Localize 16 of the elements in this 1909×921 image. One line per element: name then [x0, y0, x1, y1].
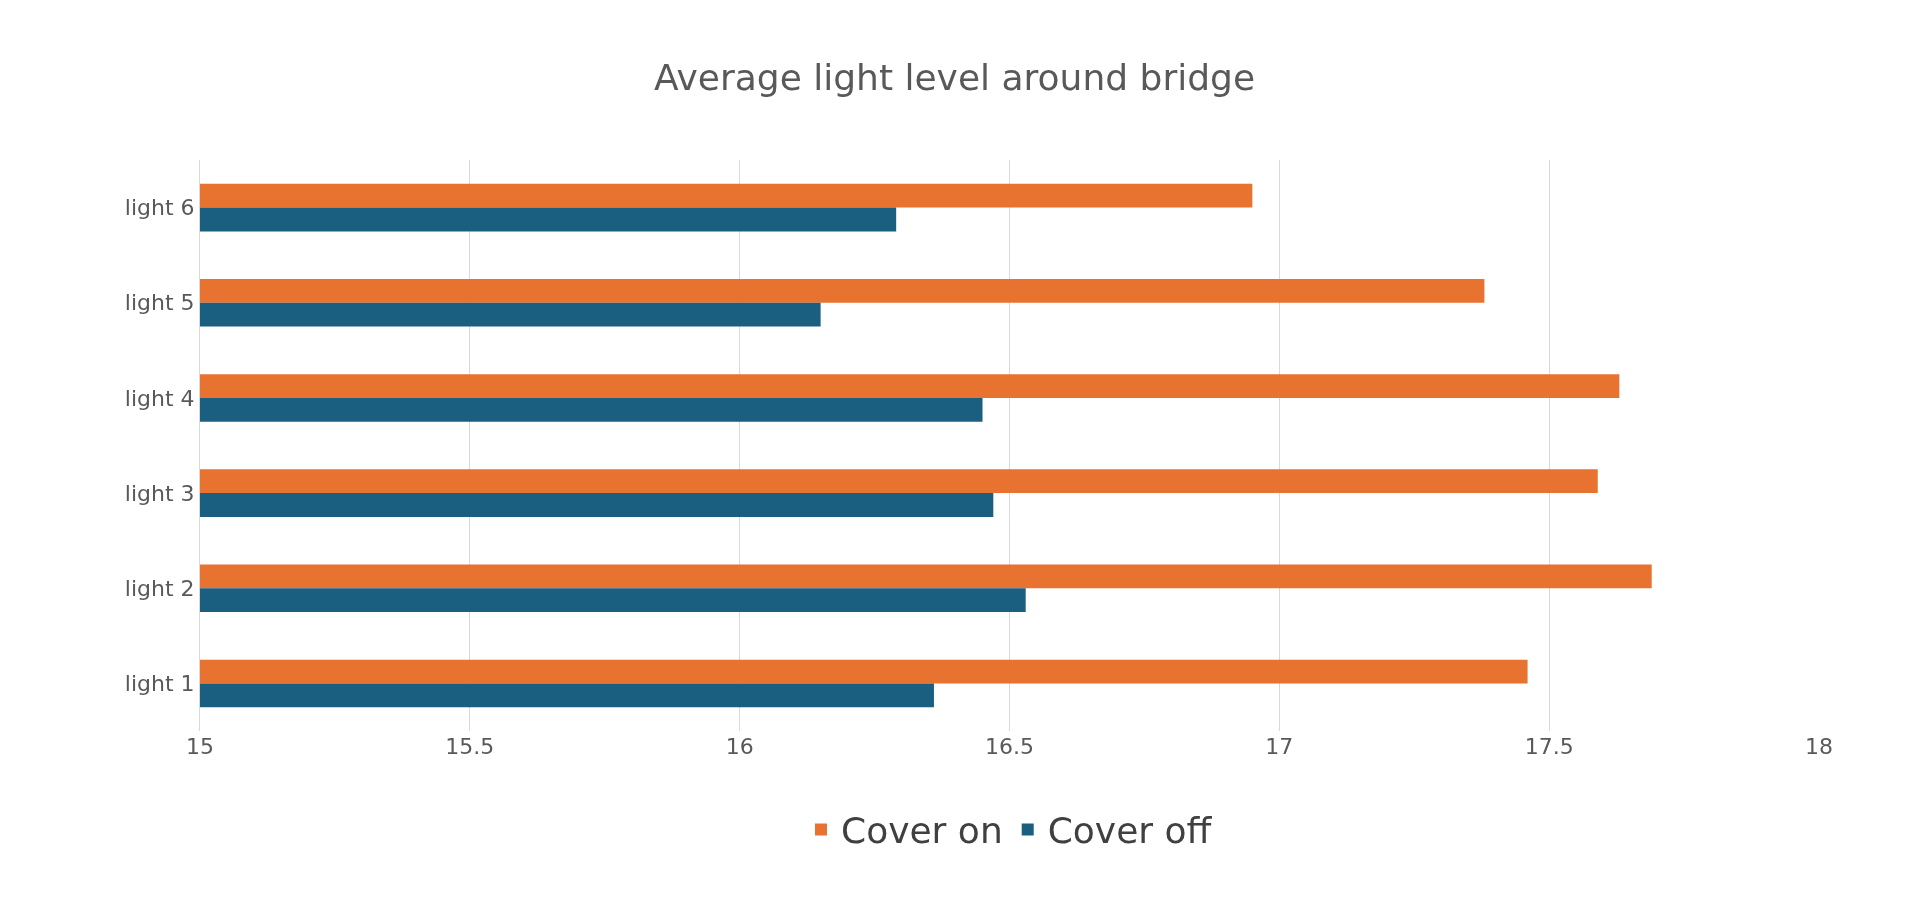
x-tick-label: 15 — [186, 734, 214, 759]
y-tick-label: light 3 — [124, 480, 195, 506]
legend-label: Cover off — [1047, 810, 1213, 852]
x-tick-label: 18 — [1805, 734, 1833, 759]
chart-title: Average light level around bridge — [653, 56, 1256, 98]
x-tick-label: 15.5 — [445, 734, 495, 759]
y-tick-label: light 6 — [124, 195, 195, 221]
y-tick-label: light 1 — [124, 671, 195, 697]
y-tick-label: light 2 — [124, 575, 195, 601]
legend-label: Cover on — [841, 810, 1003, 852]
x-tick-label: 17 — [1265, 734, 1294, 759]
y-tick-label: light 4 — [124, 385, 195, 411]
y-tick-label: light 5 — [124, 290, 195, 316]
x-tick-label: 17.5 — [1524, 734, 1574, 759]
x-tick-label: 16.5 — [985, 734, 1034, 759]
x-tick-label: 16 — [725, 734, 754, 759]
